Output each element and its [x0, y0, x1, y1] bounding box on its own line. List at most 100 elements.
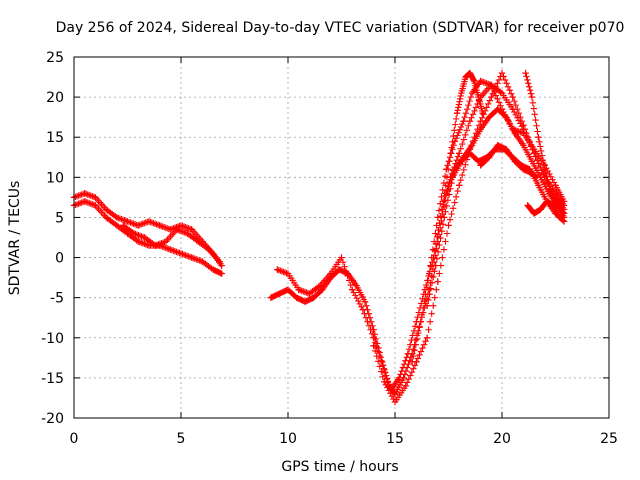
y-tick-label: 20	[46, 90, 64, 106]
data-point	[92, 202, 99, 209]
data-point	[560, 210, 568, 217]
data-point	[361, 298, 369, 305]
data-point	[456, 150, 463, 157]
data-point	[135, 238, 142, 245]
data-point	[447, 150, 454, 157]
chart-title: Day 256 of 2024, Sidereal Day-to-day VTE…	[56, 20, 625, 36]
y-tick-label: 5	[55, 210, 64, 226]
data-point	[466, 69, 474, 77]
plot-frame	[73, 56, 610, 419]
data-point	[310, 294, 317, 301]
data-point	[81, 190, 88, 197]
data-point	[135, 222, 142, 229]
data-point	[102, 206, 110, 213]
data-point	[177, 250, 185, 257]
data-point	[494, 142, 501, 149]
series-track-9	[430, 69, 486, 261]
data-point	[199, 258, 206, 265]
y-tick-label: -15	[41, 371, 64, 387]
data-point	[441, 214, 448, 221]
y-axis-title: SDTVAR / TECUs	[7, 181, 23, 296]
data-point	[173, 226, 180, 233]
data-point	[485, 113, 493, 121]
data-point	[319, 286, 326, 293]
data-point	[113, 214, 120, 221]
y-tick-label: -10	[41, 331, 64, 347]
data-point	[511, 158, 519, 165]
data-point	[402, 382, 409, 390]
data-point	[391, 398, 399, 406]
data-point	[113, 222, 120, 229]
y-tick-label: 25	[46, 50, 64, 66]
x-tick-label: 5	[177, 431, 186, 447]
data-point	[162, 238, 170, 245]
y-tick-label: -5	[50, 291, 64, 307]
data-point	[458, 89, 465, 97]
data-point	[276, 290, 283, 297]
data-point	[528, 93, 536, 101]
data-point	[370, 342, 377, 349]
data-point	[560, 198, 568, 205]
data-point	[520, 166, 527, 173]
series-track-6	[370, 69, 568, 406]
data-point	[81, 198, 88, 205]
data-point	[535, 182, 542, 189]
data-point	[124, 218, 131, 225]
data-point	[535, 134, 542, 141]
data-point	[498, 69, 506, 77]
data-point	[378, 358, 386, 366]
data-point	[295, 286, 302, 293]
data-point	[458, 158, 465, 165]
data-point	[338, 254, 345, 261]
data-point	[177, 222, 185, 229]
y-tick-label: -20	[41, 411, 64, 427]
data-point	[141, 234, 148, 241]
data-point	[184, 230, 191, 237]
data-point	[560, 218, 568, 225]
data-point	[130, 230, 138, 237]
data-point	[456, 182, 463, 189]
data-point	[548, 190, 555, 197]
data-point	[520, 130, 527, 137]
data-point	[349, 286, 356, 293]
series-track-12	[524, 198, 563, 221]
data-point	[194, 238, 202, 245]
data-point	[498, 89, 506, 97]
data-point	[316, 282, 324, 289]
data-point	[475, 158, 482, 165]
axis-ticks	[73, 56, 610, 419]
x-tick-label: 15	[386, 431, 404, 447]
data-point	[445, 222, 452, 229]
data-point	[477, 117, 484, 125]
series-track-10	[477, 142, 540, 181]
data-point	[353, 282, 360, 289]
data-point	[423, 334, 431, 341]
data-point	[470, 77, 478, 85]
data-marks	[70, 69, 568, 406]
data-point	[537, 206, 544, 213]
data-point	[327, 270, 334, 277]
data-point	[466, 117, 474, 125]
data-point	[449, 174, 456, 181]
x-tick-label: 10	[279, 431, 297, 447]
data-point	[209, 266, 217, 273]
data-point	[417, 318, 424, 325]
x-axis-title: GPS time / hours	[281, 459, 398, 475]
data-point	[381, 378, 388, 386]
data-point	[552, 182, 559, 189]
data-point	[205, 246, 213, 253]
data-point	[359, 306, 367, 313]
x-tick-label: 0	[70, 431, 79, 447]
data-point	[477, 77, 484, 85]
y-tick-label: 10	[46, 170, 64, 186]
data-point	[509, 93, 516, 101]
data-point	[530, 210, 538, 217]
data-point	[541, 166, 548, 173]
data-point	[120, 222, 127, 229]
data-point	[462, 73, 469, 81]
data-point	[92, 194, 99, 201]
data-point	[528, 158, 536, 165]
data-point	[522, 69, 529, 77]
